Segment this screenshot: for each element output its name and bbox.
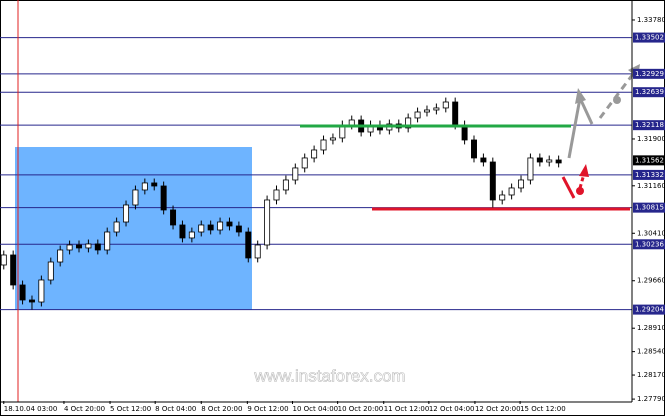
candle-body	[245, 231, 252, 259]
candle-body	[320, 139, 327, 151]
y-tick-label: 1.31900	[637, 135, 665, 143]
y-tick-label: 1.31160	[637, 182, 665, 190]
candle-body	[536, 157, 543, 163]
y-tick-label: 1.28170	[637, 371, 665, 379]
candle-body	[47, 261, 54, 281]
level-label-box	[633, 120, 665, 131]
candle-body	[198, 224, 205, 233]
range-zone	[15, 147, 252, 310]
level-label: 1.30815	[635, 204, 664, 212]
candle-body	[282, 179, 289, 191]
watermark: www.instaforex.com	[253, 366, 405, 385]
candle-body	[311, 149, 318, 159]
candle-body	[254, 244, 261, 259]
candle-body	[546, 159, 553, 163]
candle-body	[518, 179, 525, 189]
y-tick-label: 1.28910	[637, 324, 665, 332]
candle-body	[226, 221, 233, 227]
candle-body	[151, 182, 158, 187]
candle-body	[423, 109, 430, 113]
level-label: 1.32118	[635, 121, 664, 129]
x-tick-label: 12 Oct 04:00	[429, 405, 475, 413]
candle-body	[85, 243, 92, 249]
x-tick-label: 11 Oct 12:00	[384, 405, 430, 413]
candle-body	[132, 189, 139, 206]
candle-body	[471, 139, 477, 159]
level-label: 1.29204	[635, 306, 664, 314]
candle-body	[480, 157, 487, 163]
level-label: 1.32639	[635, 88, 664, 96]
candle-body	[433, 107, 440, 111]
level-label: 1.33502	[635, 34, 664, 42]
level-label-box	[633, 202, 665, 213]
candle-body	[76, 244, 82, 249]
x-tick-label: 4 Oct 20:00	[64, 405, 105, 413]
candle-body	[0, 254, 7, 266]
current-price-box	[633, 155, 665, 166]
y-tick-label: 1.30410	[637, 229, 665, 237]
x-tick-label: 10 Oct 04:00	[292, 405, 338, 413]
candle-body	[329, 137, 336, 141]
y-tick-label: 1.28540	[637, 348, 665, 356]
candle-body	[405, 117, 412, 129]
candle-body	[452, 101, 459, 126]
current-price-label: 1.31562	[635, 156, 664, 164]
candle-body	[273, 189, 280, 201]
level-label: 1.31332	[635, 171, 664, 179]
candle-body	[123, 204, 130, 223]
bear-scenario-arrow	[561, 164, 589, 199]
x-tick-label: 8 Oct 20:00	[201, 405, 242, 413]
candle-body	[499, 194, 506, 201]
y-tick-label: 1.33780	[637, 16, 665, 24]
candle-body	[57, 249, 64, 263]
candle-body	[555, 159, 562, 164]
candle-body	[508, 187, 515, 196]
level-label-box	[633, 87, 665, 98]
x-tick-label: 5 Oct 12:00	[110, 405, 151, 413]
candle-body	[301, 157, 308, 169]
candle-body	[527, 157, 534, 181]
candle-body	[217, 221, 224, 231]
candle-body	[207, 224, 214, 231]
level-label-box	[633, 239, 665, 250]
level-label-box	[633, 68, 665, 79]
candle-body	[141, 182, 148, 191]
candle-body	[113, 221, 120, 233]
level-label: 1.30236	[635, 240, 664, 248]
candle-body	[66, 244, 73, 251]
candle-body	[170, 209, 177, 226]
candle-body	[10, 254, 17, 286]
level-label-box	[633, 32, 665, 43]
x-tick-label: 15 Oct 12:00	[520, 405, 566, 413]
level-label-box	[633, 304, 665, 315]
candle-body	[94, 243, 101, 251]
x-tick-label: 10 Oct 20:00	[338, 405, 384, 413]
x-tick-label: 12 Oct 20:00	[475, 405, 521, 413]
candle-body	[264, 199, 271, 246]
y-tick-label: 1.27790	[637, 395, 665, 403]
x-tick-label: 18.10.04 03:00	[4, 405, 58, 413]
candle-body	[104, 231, 111, 251]
candle-body	[489, 161, 496, 201]
x-tick-label: 8 Oct 04:00	[155, 405, 196, 413]
candle-body	[160, 185, 167, 211]
y-tick-label: 1.29660	[637, 277, 665, 285]
x-tick-label: 9 Oct 12:00	[247, 405, 288, 413]
level-label-box	[633, 169, 665, 180]
level-label: 1.32929	[635, 70, 664, 78]
candle-body	[38, 279, 45, 303]
candle-body	[188, 231, 195, 239]
candle-body	[348, 119, 355, 126]
candle-body	[235, 225, 242, 233]
candle-body	[19, 284, 26, 301]
candle-body	[28, 299, 35, 303]
candle-body	[414, 111, 421, 119]
candle-body	[442, 101, 449, 109]
candle-body	[292, 167, 299, 181]
candle-body	[179, 224, 186, 239]
